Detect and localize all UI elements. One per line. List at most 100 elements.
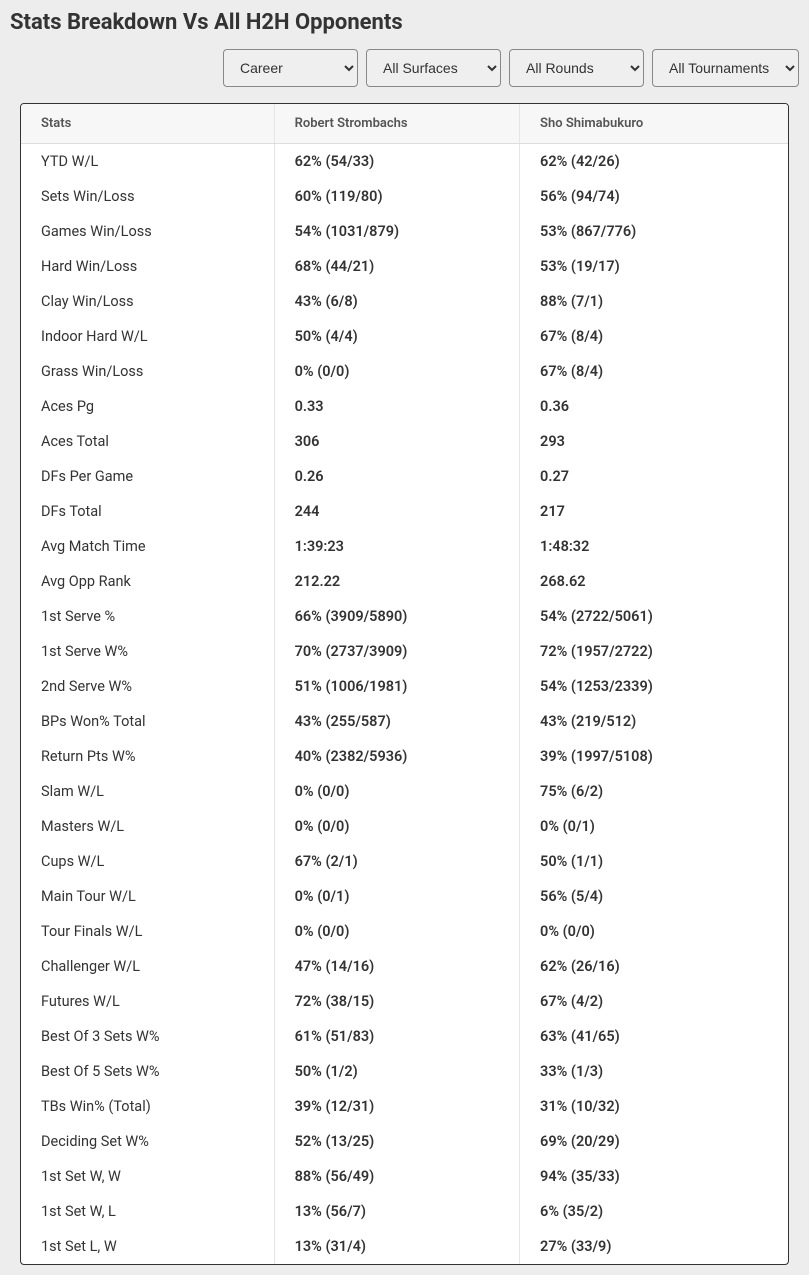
- table-row: Return Pts W%40% (2382/5936)39% (1997/51…: [21, 739, 788, 774]
- stat-label: Aces Total: [21, 424, 274, 459]
- player2-value: 67% (8/4): [520, 319, 788, 354]
- table-row: Best Of 3 Sets W%61% (51/83)63% (41/65): [21, 1019, 788, 1054]
- stats-table-wrapper: Stats Robert Strombachs Sho Shimabukuro …: [20, 103, 789, 1265]
- table-row: Grass Win/Loss0% (0/0)67% (8/4): [21, 354, 788, 389]
- player2-value: 56% (5/4): [520, 879, 788, 914]
- surface-select[interactable]: All Surfaces: [366, 49, 501, 87]
- stat-label: Main Tour W/L: [21, 879, 274, 914]
- player2-value: 62% (26/16): [520, 949, 788, 984]
- player1-value: 61% (51/83): [274, 1019, 519, 1054]
- player1-value: 62% (54/33): [274, 144, 519, 180]
- player2-value: 62% (42/26): [520, 144, 788, 180]
- table-row: Avg Match Time1:39:231:48:32: [21, 529, 788, 564]
- player1-value: 0% (0/1): [274, 879, 519, 914]
- player2-value: 53% (867/776): [520, 214, 788, 249]
- stat-label: 2nd Serve W%: [21, 669, 274, 704]
- table-row: Hard Win/Loss68% (44/21)53% (19/17): [21, 249, 788, 284]
- player2-value: 69% (20/29): [520, 1124, 788, 1159]
- table-row: YTD W/L62% (54/33)62% (42/26): [21, 144, 788, 180]
- player1-value: 306: [274, 424, 519, 459]
- stat-label: 1st Set L, W: [21, 1229, 274, 1264]
- player1-value: 212.22: [274, 564, 519, 599]
- player2-value: 88% (7/1): [520, 284, 788, 319]
- player2-value: 54% (2722/5061): [520, 599, 788, 634]
- player1-value: 244: [274, 494, 519, 529]
- stat-label: Clay Win/Loss: [21, 284, 274, 319]
- player2-value: 75% (6/2): [520, 774, 788, 809]
- player2-value: 1:48:32: [520, 529, 788, 564]
- player2-value: 72% (1957/2722): [520, 634, 788, 669]
- player1-value: 13% (31/4): [274, 1229, 519, 1264]
- player2-value: 31% (10/32): [520, 1089, 788, 1124]
- tournament-select[interactable]: All Tournaments: [652, 49, 799, 87]
- stat-label: Sets Win/Loss: [21, 179, 274, 214]
- filter-bar: Career All Surfaces All Rounds All Tourn…: [10, 49, 799, 87]
- player1-value: 67% (2/1): [274, 844, 519, 879]
- table-row: Clay Win/Loss43% (6/8)88% (7/1): [21, 284, 788, 319]
- player2-value: 53% (19/17): [520, 249, 788, 284]
- table-row: TBs Win% (Total)39% (12/31)31% (10/32): [21, 1089, 788, 1124]
- player2-value: 39% (1997/5108): [520, 739, 788, 774]
- table-row: Aces Total306293: [21, 424, 788, 459]
- stat-label: Games Win/Loss: [21, 214, 274, 249]
- stat-label: 1st Serve W%: [21, 634, 274, 669]
- stat-label: Futures W/L: [21, 984, 274, 1019]
- player2-value: 268.62: [520, 564, 788, 599]
- stat-label: Return Pts W%: [21, 739, 274, 774]
- stat-label: Deciding Set W%: [21, 1124, 274, 1159]
- player1-value: 54% (1031/879): [274, 214, 519, 249]
- player2-value: 33% (1/3): [520, 1054, 788, 1089]
- period-select[interactable]: Career: [223, 49, 358, 87]
- table-row: Challenger W/L47% (14/16)62% (26/16): [21, 949, 788, 984]
- stat-label: Avg Opp Rank: [21, 564, 274, 599]
- player1-value: 60% (119/80): [274, 179, 519, 214]
- table-row: Aces Pg0.330.36: [21, 389, 788, 424]
- player2-value: 50% (1/1): [520, 844, 788, 879]
- player1-value: 0.33: [274, 389, 519, 424]
- stat-label: Best Of 5 Sets W%: [21, 1054, 274, 1089]
- table-row: Masters W/L0% (0/0)0% (0/1): [21, 809, 788, 844]
- player2-value: 0% (0/1): [520, 809, 788, 844]
- player1-value: 0% (0/0): [274, 809, 519, 844]
- stat-label: TBs Win% (Total): [21, 1089, 274, 1124]
- player1-value: 0% (0/0): [274, 354, 519, 389]
- table-row: 1st Set W, L13% (56/7)6% (35/2): [21, 1194, 788, 1229]
- round-select[interactable]: All Rounds: [509, 49, 644, 87]
- stat-label: Cups W/L: [21, 844, 274, 879]
- table-row: Avg Opp Rank212.22268.62: [21, 564, 788, 599]
- table-row: 1st Serve %66% (3909/5890)54% (2722/5061…: [21, 599, 788, 634]
- table-row: Best Of 5 Sets W%50% (1/2)33% (1/3): [21, 1054, 788, 1089]
- player1-value: 50% (4/4): [274, 319, 519, 354]
- player1-value: 47% (14/16): [274, 949, 519, 984]
- col-header-stats: Stats: [21, 104, 274, 144]
- table-row: Futures W/L72% (38/15)67% (4/2): [21, 984, 788, 1019]
- player1-value: 70% (2737/3909): [274, 634, 519, 669]
- stat-label: Indoor Hard W/L: [21, 319, 274, 354]
- table-row: Indoor Hard W/L50% (4/4)67% (8/4): [21, 319, 788, 354]
- table-row: 1st Serve W%70% (2737/3909)72% (1957/272…: [21, 634, 788, 669]
- table-row: 1st Set L, W13% (31/4)27% (33/9): [21, 1229, 788, 1264]
- table-row: DFs Per Game0.260.27: [21, 459, 788, 494]
- table-row: Sets Win/Loss60% (119/80)56% (94/74): [21, 179, 788, 214]
- player1-value: 0% (0/0): [274, 914, 519, 949]
- player1-value: 72% (38/15): [274, 984, 519, 1019]
- player1-value: 43% (255/587): [274, 704, 519, 739]
- player2-value: 43% (219/512): [520, 704, 788, 739]
- player1-value: 40% (2382/5936): [274, 739, 519, 774]
- table-row: Cups W/L67% (2/1)50% (1/1): [21, 844, 788, 879]
- stat-label: 1st Set W, L: [21, 1194, 274, 1229]
- stat-label: DFs Total: [21, 494, 274, 529]
- player1-value: 1:39:23: [274, 529, 519, 564]
- stat-label: YTD W/L: [21, 144, 274, 180]
- player1-value: 0% (0/0): [274, 774, 519, 809]
- stat-label: DFs Per Game: [21, 459, 274, 494]
- stat-label: 1st Serve %: [21, 599, 274, 634]
- player2-value: 63% (41/65): [520, 1019, 788, 1054]
- player1-value: 66% (3909/5890): [274, 599, 519, 634]
- player1-value: 39% (12/31): [274, 1089, 519, 1124]
- stat-label: 1st Set W, W: [21, 1159, 274, 1194]
- player2-value: 217: [520, 494, 788, 529]
- table-row: Deciding Set W%52% (13/25)69% (20/29): [21, 1124, 788, 1159]
- table-row: DFs Total244217: [21, 494, 788, 529]
- stat-label: Grass Win/Loss: [21, 354, 274, 389]
